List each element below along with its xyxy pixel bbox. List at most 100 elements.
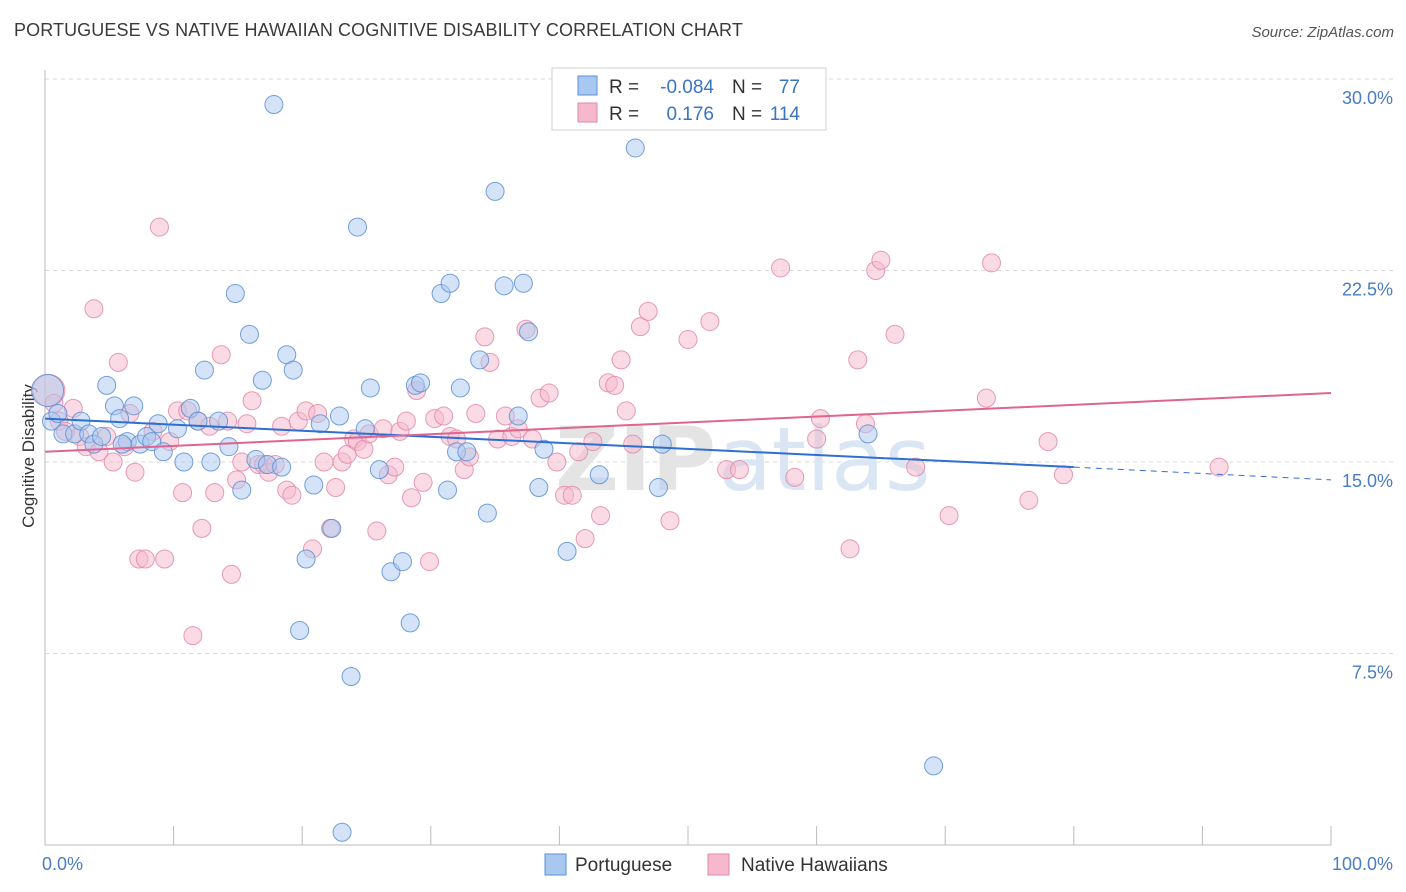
trend-lines [44, 392, 1332, 481]
point-portuguese-17 [167, 419, 187, 439]
point-native-hawaiians-35 [242, 391, 262, 411]
point-native-hawaiians-62 [402, 488, 422, 508]
point-portuguese-56 [457, 442, 477, 462]
point-portuguese-50 [411, 373, 431, 393]
point-native-hawaiians-87 [575, 529, 595, 549]
point-portuguese-70 [652, 434, 672, 454]
point-native-hawaiians-18 [149, 217, 169, 237]
x-tick-label-0: 0.0% [42, 854, 83, 874]
point-portuguese-76 [112, 434, 132, 454]
point-portuguese-25 [225, 283, 245, 303]
point-portuguese-32 [272, 457, 292, 477]
point-native-hawaiians-103 [785, 467, 805, 487]
point-portuguese-22 [201, 452, 221, 472]
point-native-hawaiians-94 [623, 434, 643, 454]
point-portuguese-64 [529, 478, 549, 498]
point-native-hawaiians-31 [221, 564, 241, 584]
y-tick-label-0: 7.5% [1352, 663, 1393, 683]
y-tick-label-1: 15.0% [1342, 471, 1393, 491]
point-native-hawaiians-111 [885, 324, 905, 344]
bottom-legend-label-native-hawaiians: Native Hawaiians [741, 855, 888, 876]
point-native-hawaiians-96 [638, 301, 658, 321]
y-tick-label-3: 30.0% [1342, 88, 1393, 108]
point-native-hawaiians-47 [314, 452, 334, 472]
point-portuguese-63 [519, 322, 539, 342]
point-native-hawaiians-119 [1209, 457, 1229, 477]
point-portuguese-73 [332, 822, 352, 842]
point-native-hawaiians-29 [211, 345, 231, 365]
point-portuguese-39 [322, 518, 342, 538]
point-portuguese-43 [355, 419, 375, 439]
legend-swatch-portuguese [577, 75, 598, 96]
point-portuguese-38 [310, 414, 330, 434]
bottom-legend-swatch-native-hawaiians [707, 853, 730, 876]
trend-line-portuguese-extension [1073, 466, 1332, 481]
legend-n-label-2: N = [732, 104, 762, 125]
point-portuguese-68 [625, 138, 645, 158]
point-native-hawaiians-106 [840, 539, 860, 559]
point-native-hawaiians-26 [192, 518, 212, 538]
point-portuguese-65 [534, 439, 554, 459]
point-native-hawaiians-11 [108, 352, 128, 372]
point-portuguese-47 [393, 552, 413, 572]
point-native-hawaiians-116 [1019, 490, 1039, 510]
point-portuguese-53 [440, 273, 460, 293]
point-portuguese-42 [347, 217, 367, 237]
point-native-hawaiians-105 [810, 409, 830, 429]
bottom-legend-swatch-portuguese [544, 853, 567, 876]
point-native-hawaiians-56 [367, 521, 387, 541]
legend-r-label-2: R = [609, 104, 639, 125]
legend-n-value-2: 114 [770, 104, 801, 125]
point-native-hawaiians-99 [700, 312, 720, 332]
point-native-hawaiians-118 [1054, 465, 1074, 485]
legend-n-value-1: 77 [779, 77, 800, 98]
point-native-hawaiians-73 [475, 327, 495, 347]
point-native-hawaiians-40 [272, 416, 292, 436]
point-native-hawaiians-95 [630, 317, 650, 337]
point-portuguese-57 [470, 350, 490, 370]
point-native-hawaiians-91 [605, 375, 625, 395]
y-tick-labels: 7.5% 15.0% 22.5% 30.0% [1342, 88, 1393, 683]
point-native-hawaiians-83 [547, 452, 567, 472]
point-portuguese-45 [369, 460, 389, 480]
point-native-hawaiians-7 [84, 299, 104, 319]
legend-n-label-1: N = [732, 77, 762, 98]
point-native-hawaiians-24 [183, 626, 203, 646]
point-native-hawaiians-49 [326, 478, 346, 498]
point-native-hawaiians-88 [583, 432, 603, 452]
point-portuguese-52 [438, 480, 458, 500]
point-portuguese-59 [485, 181, 505, 201]
chart-source: Source: ZipAtlas.com [1251, 24, 1394, 41]
points-blue [31, 95, 944, 842]
point-portuguese-41 [341, 666, 361, 686]
point-native-hawaiians-67 [434, 406, 454, 426]
point-native-hawaiians-14 [125, 462, 145, 482]
point-portuguese-18 [174, 452, 194, 472]
point-portuguese-34 [283, 360, 303, 380]
point-portuguese-9 [110, 409, 130, 429]
point-native-hawaiians-98 [678, 329, 698, 349]
point-native-hawaiians-92 [611, 350, 631, 370]
point-native-hawaiians-102 [771, 258, 791, 278]
point-native-hawaiians-93 [616, 401, 636, 421]
point-native-hawaiians-114 [976, 388, 996, 408]
point-portuguese-35 [290, 621, 310, 641]
point-portuguese-74 [31, 374, 65, 408]
point-native-hawaiians-107 [848, 350, 868, 370]
point-portuguese-27 [239, 324, 259, 344]
point-portuguese-36 [296, 549, 316, 569]
point-native-hawaiians-104 [807, 429, 827, 449]
point-portuguese-31 [264, 95, 284, 115]
point-native-hawaiians-61 [396, 411, 416, 431]
point-portuguese-72 [924, 756, 944, 776]
point-portuguese-69 [648, 478, 668, 498]
point-native-hawaiians-97 [660, 511, 680, 531]
y-tick-label-2: 22.5% [1342, 280, 1393, 300]
x-tick-label-1: 100.0% [1332, 854, 1393, 874]
point-portuguese-6 [92, 426, 112, 446]
point-portuguese-71 [858, 424, 878, 444]
point-native-hawaiians-22 [173, 483, 193, 503]
stats-legend: R = -0.084 N = 77 R = 0.176 N = 114 [551, 67, 827, 131]
point-native-hawaiians-82 [539, 383, 559, 403]
